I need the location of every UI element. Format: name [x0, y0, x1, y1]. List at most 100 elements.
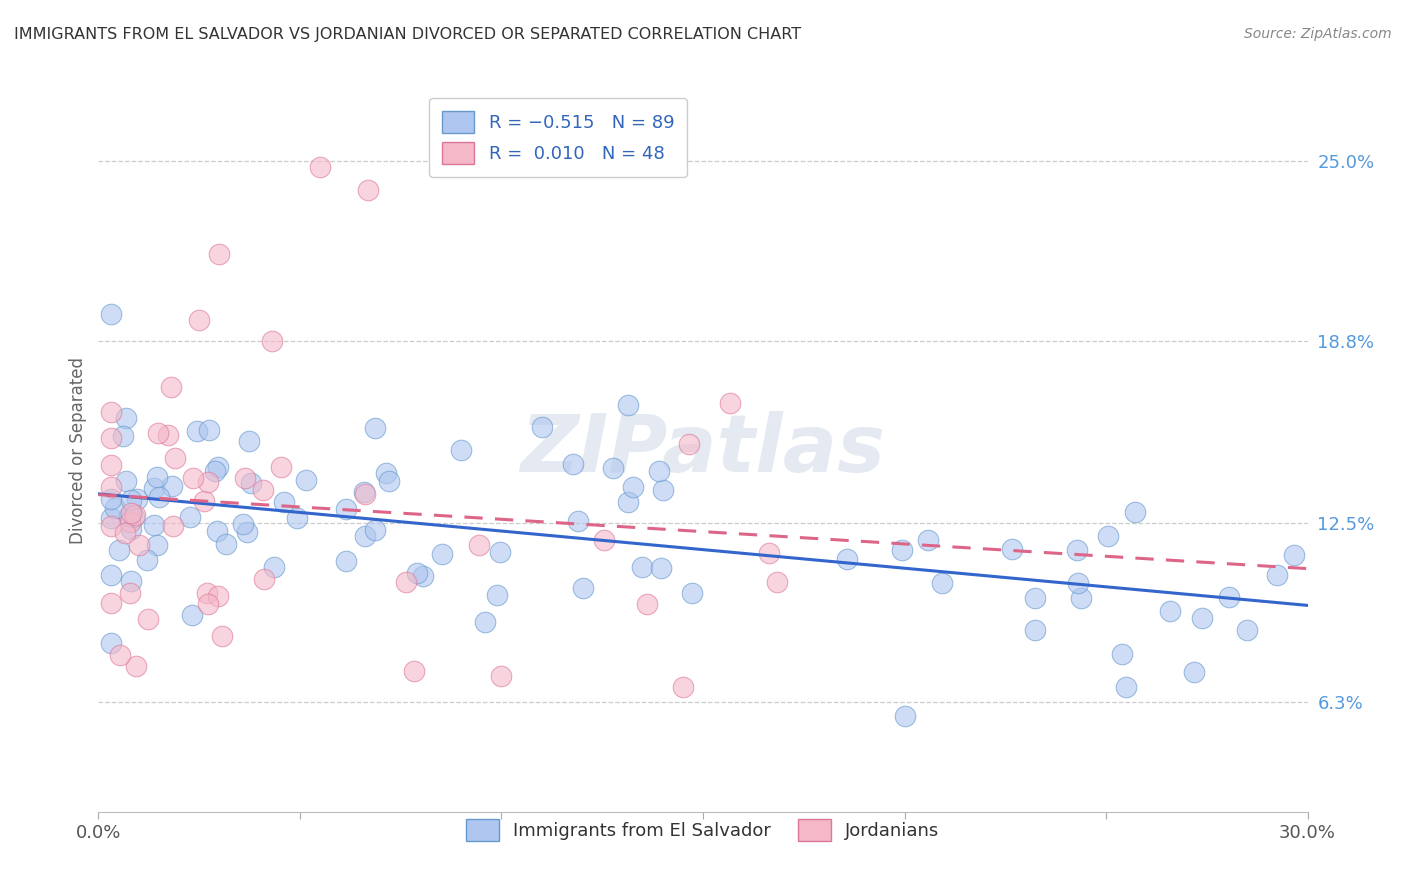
Point: [489, 545, 512, 559]
Point: [100, 480, 122, 494]
Point: [1111, 647, 1133, 661]
Point: [1115, 681, 1137, 695]
Point: [215, 537, 238, 551]
Point: [136, 612, 159, 626]
Point: [100, 511, 122, 525]
Point: [160, 479, 183, 493]
Point: [208, 247, 231, 261]
Point: [1284, 548, 1306, 562]
Point: [270, 460, 292, 475]
Point: [1024, 623, 1046, 637]
Point: [652, 483, 675, 497]
Point: [211, 629, 233, 643]
Point: [616, 494, 638, 508]
Point: [353, 484, 375, 499]
Point: [207, 460, 229, 475]
Point: [1066, 542, 1088, 557]
Point: [108, 543, 131, 558]
Point: [125, 492, 148, 507]
Point: [650, 561, 672, 575]
Point: [160, 380, 183, 394]
Point: [100, 518, 122, 533]
Point: [450, 443, 472, 458]
Point: [395, 575, 418, 590]
Point: [681, 586, 703, 600]
Point: [114, 525, 136, 540]
Point: [114, 474, 136, 488]
Point: [100, 430, 122, 444]
Point: [765, 574, 787, 589]
Point: [124, 508, 146, 523]
Point: [285, 511, 308, 525]
Point: [233, 471, 256, 485]
Point: [100, 307, 122, 321]
Point: [1070, 591, 1092, 605]
Point: [718, 395, 741, 409]
Point: [602, 461, 624, 475]
Point: [120, 492, 142, 507]
Y-axis label: Divorced or Separated: Divorced or Separated: [69, 357, 87, 544]
Point: [197, 597, 219, 611]
Point: [100, 458, 122, 472]
Point: [125, 658, 148, 673]
Point: [891, 542, 914, 557]
Legend: Immigrants from El Salvador, Jordanians: Immigrants from El Salvador, Jordanians: [454, 806, 952, 854]
Point: [474, 615, 496, 630]
Point: [135, 552, 157, 566]
Point: [468, 538, 491, 552]
Point: [263, 559, 285, 574]
Point: [204, 464, 226, 478]
Point: [142, 518, 165, 533]
Point: [353, 529, 375, 543]
Point: [1001, 541, 1024, 556]
Point: [197, 475, 219, 490]
Point: [1218, 591, 1240, 605]
Point: [1123, 505, 1146, 519]
Point: [1159, 604, 1181, 618]
Point: [235, 524, 257, 539]
Point: [163, 450, 186, 465]
Point: [252, 483, 274, 497]
Point: [1024, 591, 1046, 605]
Point: [124, 510, 146, 524]
Point: [893, 709, 915, 723]
Point: [100, 405, 122, 419]
Point: [309, 160, 332, 174]
Point: [1097, 529, 1119, 543]
Point: [354, 487, 377, 501]
Point: [146, 538, 169, 552]
Point: [917, 533, 939, 547]
Point: [188, 313, 211, 327]
Point: [636, 597, 658, 611]
Point: [616, 398, 638, 412]
Point: [357, 183, 380, 197]
Point: [205, 524, 228, 538]
Point: [128, 538, 150, 552]
Point: [412, 569, 434, 583]
Point: [592, 533, 614, 548]
Point: [364, 421, 387, 435]
Point: [114, 411, 136, 425]
Point: [104, 500, 127, 515]
Point: [260, 334, 283, 348]
Point: [146, 425, 169, 440]
Point: [240, 476, 263, 491]
Point: [118, 515, 141, 529]
Point: [530, 420, 553, 434]
Point: [195, 586, 218, 600]
Point: [572, 581, 595, 595]
Point: [207, 589, 229, 603]
Point: [232, 516, 254, 531]
Point: [335, 502, 357, 516]
Point: [186, 424, 208, 438]
Point: [931, 575, 953, 590]
Point: [118, 586, 141, 600]
Point: [120, 522, 142, 536]
Text: IMMIGRANTS FROM EL SALVADOR VS JORDANIAN DIVORCED OR SEPARATED CORRELATION CHART: IMMIGRANTS FROM EL SALVADOR VS JORDANIAN…: [14, 27, 801, 42]
Point: [335, 554, 357, 568]
Point: [157, 428, 180, 442]
Point: [567, 514, 589, 528]
Point: [430, 547, 453, 561]
Point: [678, 437, 700, 451]
Point: [238, 434, 260, 448]
